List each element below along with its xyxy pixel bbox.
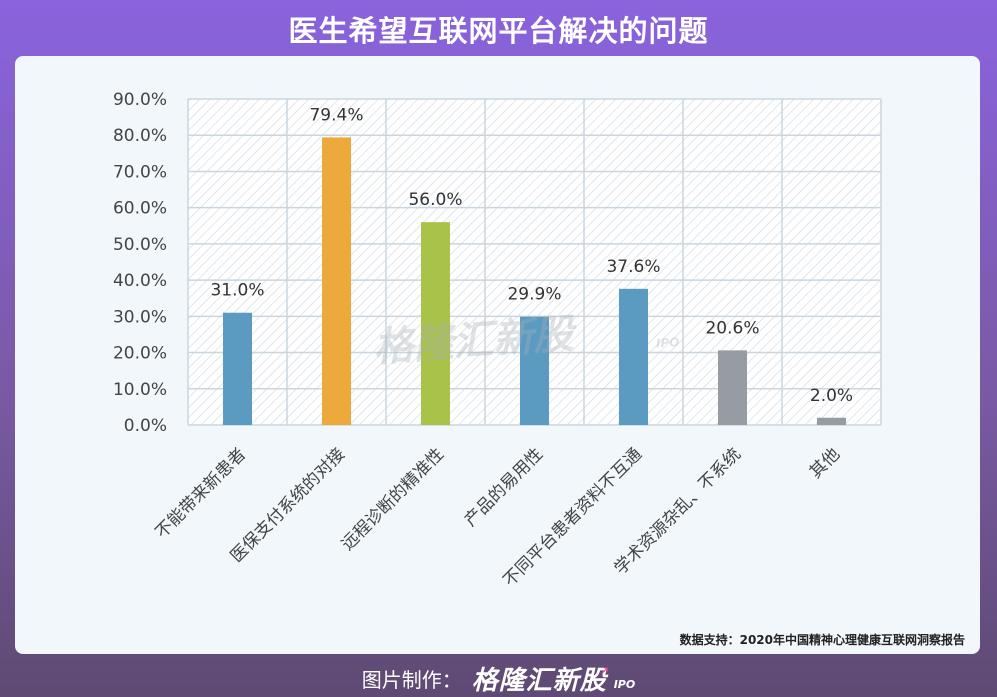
y-tick-label: 0.0%	[124, 416, 167, 436]
bar	[619, 288, 648, 425]
footer-brand: 格隆汇新股	[471, 665, 607, 696]
x-tick-label: 其他	[806, 444, 844, 482]
footer-label: 图片制作：	[361, 667, 462, 692]
footer: 图片制作： 格隆汇新股 ↗ IPO	[0, 660, 997, 696]
data-labels: 31.0% 79.4% 56.0% 29.9% 37.6% 20.6% 2.0%	[210, 105, 853, 405]
y-axis-ticks: 0.0% 10.0% 20.0% 30.0% 40.0% 50.0% 60.0% 70.0% 8…	[113, 90, 167, 436]
arrow-icon: ↗	[598, 663, 610, 679]
data-label: 37.6%	[606, 257, 660, 277]
y-tick-label: 90.0%	[113, 90, 167, 110]
data-label: 2.0%	[810, 386, 853, 406]
bar	[520, 316, 549, 425]
data-label: 29.9%	[507, 285, 561, 305]
y-tick-label: 70.0%	[113, 162, 167, 182]
data-label: 31.0%	[210, 281, 264, 301]
bars	[223, 137, 846, 425]
y-tick-label: 20.0%	[113, 344, 167, 364]
bar	[421, 222, 450, 425]
y-tick-label: 50.0%	[113, 235, 167, 255]
y-tick-label: 80.0%	[113, 126, 167, 146]
y-tick-label: 60.0%	[113, 199, 167, 219]
x-tick-label: 产品的易用性	[461, 444, 547, 530]
source-note: 数据支持：2020年中国精神心理健康互联网洞察报告	[680, 632, 965, 647]
data-label: 56.0%	[408, 190, 462, 210]
bar	[817, 417, 846, 425]
x-tick-label: 不能带来新患者	[152, 444, 250, 542]
footer-ipo: IPO	[613, 677, 636, 691]
y-tick-label: 40.0%	[113, 271, 167, 291]
page-title: 医生希望互联网平台解决的问题	[288, 14, 709, 48]
y-tick-label: 10.0%	[113, 380, 167, 400]
bar-chart: 0.0% 10.0% 20.0% 30.0% 40.0% 50.0% 60.0% 70.0% 8…	[113, 90, 965, 647]
y-tick-label: 30.0%	[113, 307, 167, 327]
data-label: 20.6%	[705, 318, 759, 338]
bar	[223, 312, 252, 425]
data-label: 79.4%	[309, 105, 363, 125]
chart-card: 0.0% 10.0% 20.0% 30.0% 40.0% 50.0% 60.0% 70.0% 8…	[15, 56, 980, 654]
x-tick-label: 远程诊断的精准性	[338, 444, 448, 554]
bar	[322, 137, 351, 425]
watermark-sub: IPO	[656, 335, 680, 351]
bar	[718, 350, 747, 425]
